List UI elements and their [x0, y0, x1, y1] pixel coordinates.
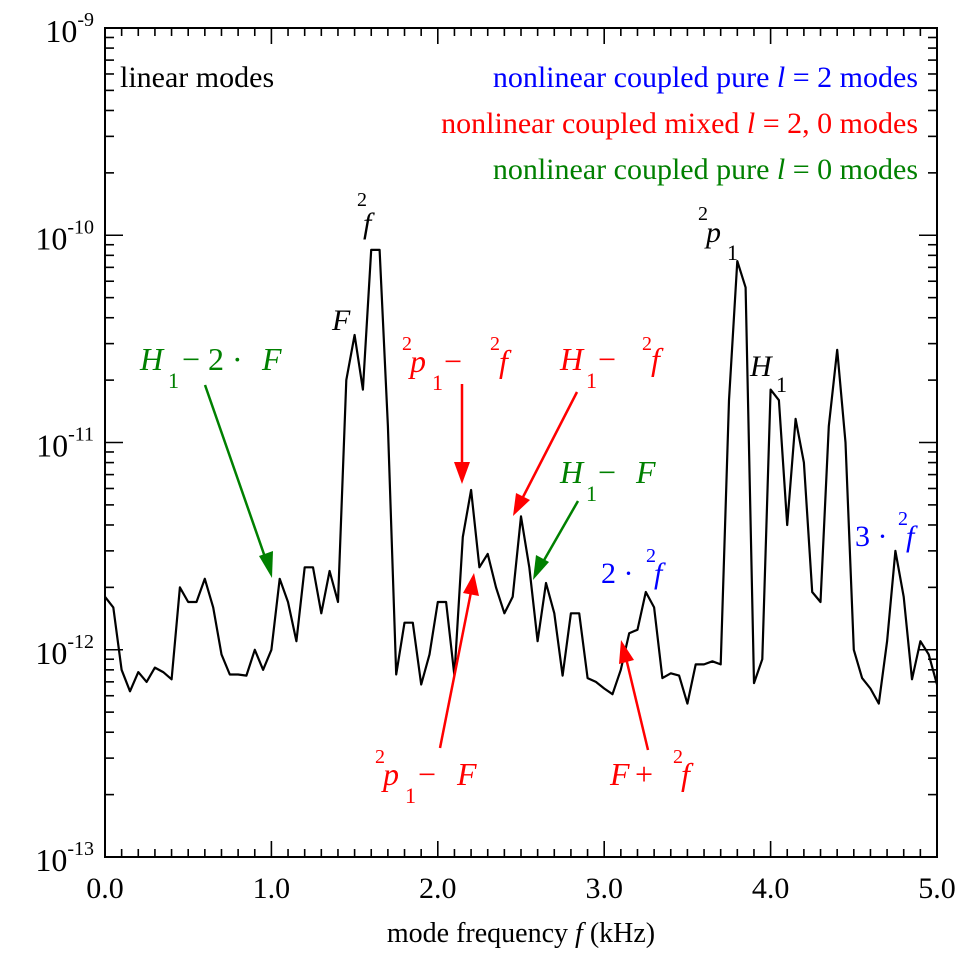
annotation-arrows	[203, 384, 650, 751]
svg-text:H: H	[139, 341, 165, 377]
x-tick-label: 4.0	[752, 872, 790, 905]
annotations: H 1 − 2 · F 2 p 1 − 2 f H 1 − 2 f H 1 −	[139, 333, 918, 808]
svg-text:H: H	[559, 341, 585, 377]
axis-tick-labels: 0.0 1.0 2.0 3.0 4.0 5.0 10-13 10-12 10-11 10-10 10…	[35, 9, 955, 905]
peak-labels: F 2 f 2 p 1 H 1	[331, 189, 787, 397]
peak-label-F: F	[331, 304, 351, 337]
legend-pure-l2: nonlinear coupled pure l = 2 modes	[493, 61, 918, 94]
svg-text:1: 1	[776, 372, 787, 397]
svg-text:H: H	[559, 454, 585, 490]
svg-text:2: 2	[646, 545, 656, 567]
arrow-2p1-minus-F	[438, 573, 479, 749]
arrow-F-plus-2f	[619, 640, 650, 751]
y-tick-label: 10-10	[35, 216, 94, 256]
svg-text:1: 1	[586, 481, 597, 506]
peak-label-H1: H 1	[749, 350, 787, 397]
arrow-h1-minus-2F	[203, 384, 273, 578]
x-tick-label: 1.0	[253, 872, 291, 905]
spectrum-series-line	[104, 248, 939, 705]
x-axis-label: mode frequency f (kHz)	[387, 918, 655, 949]
svg-text:1: 1	[432, 370, 443, 395]
annotation-h1-minus-2F: H 1 − 2 · F	[139, 341, 282, 393]
x-tick-label: 2.0	[419, 872, 457, 905]
svg-text:2: 2	[375, 746, 385, 768]
annotation-2p1-minus-F: 2 p 1 − F	[375, 746, 477, 808]
arrow-2p1-minus-2f	[454, 384, 470, 484]
svg-text:2 ·: 2 ·	[601, 557, 634, 590]
legend-pure-l0: nonlinear coupled pure l = 0 modes	[493, 153, 918, 186]
svg-text:F: F	[261, 341, 282, 377]
svg-text:−: −	[418, 756, 436, 792]
y-tick-label: 10-9	[45, 9, 94, 49]
annotation-2p1-minus-2f: 2 p 1 − 2 f	[402, 333, 512, 395]
svg-text:1: 1	[727, 240, 738, 265]
y-tick-label: 10-13	[35, 838, 94, 878]
legend-mixed-l20: nonlinear coupled mixed l = 2, 0 modes	[441, 107, 918, 140]
svg-text:−: −	[598, 454, 616, 490]
svg-text:F: F	[635, 454, 656, 490]
svg-text:− 2 ·: − 2 ·	[182, 341, 243, 377]
svg-text:−: −	[444, 343, 462, 379]
x-tick-label: 5.0	[918, 872, 956, 905]
legend-linear-modes: linear modes	[120, 61, 274, 94]
svg-text:2: 2	[642, 333, 652, 355]
svg-text:H: H	[749, 350, 774, 383]
arrow-h1-minus-2f	[513, 391, 579, 516]
y-tick-label: 10-11	[36, 424, 94, 464]
svg-text:1: 1	[168, 368, 179, 393]
svg-text:2: 2	[698, 203, 708, 225]
svg-text:F: F	[456, 756, 477, 792]
svg-text:p: p	[408, 343, 426, 379]
svg-text:p: p	[381, 756, 399, 792]
svg-text:2: 2	[898, 508, 908, 530]
svg-text:+: +	[635, 756, 653, 792]
svg-text:2: 2	[357, 189, 367, 211]
x-tick-label: 0.0	[86, 872, 124, 905]
peak-label-2p1: 2 p 1	[698, 203, 738, 265]
svg-text:1: 1	[586, 368, 597, 393]
svg-text:F: F	[609, 756, 630, 792]
x-tick-label: 3.0	[585, 872, 623, 905]
legend: linear modes nonlinear coupled pure l = …	[120, 61, 918, 186]
arrow-h1-minus-F	[533, 500, 580, 580]
axis-ticks	[104, 27, 938, 858]
svg-text:−: −	[598, 341, 616, 377]
svg-text:3 ·: 3 ·	[855, 520, 888, 553]
svg-text:2: 2	[402, 333, 412, 355]
svg-text:2: 2	[490, 333, 500, 355]
svg-text:1: 1	[405, 783, 416, 808]
annotation-h1-minus-F: H 1 − F	[559, 454, 656, 506]
annotation-h1-minus-2f: H 1 − 2 f	[559, 333, 664, 393]
svg-text:2: 2	[673, 746, 683, 768]
y-tick-label: 10-12	[35, 631, 94, 671]
svg-text:p: p	[704, 216, 721, 249]
